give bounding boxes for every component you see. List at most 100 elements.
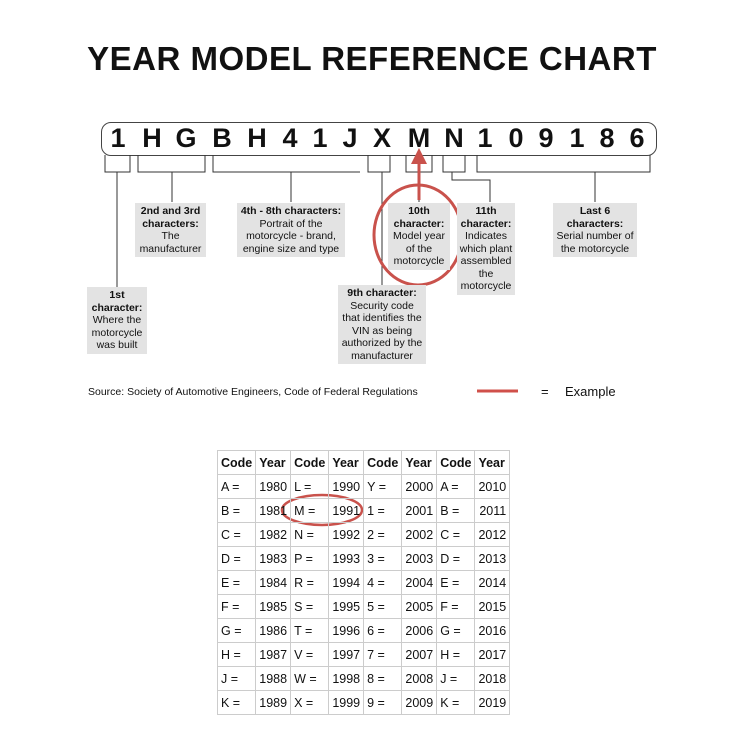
vin-box: [101, 122, 657, 156]
year-cell: 1999: [328, 690, 365, 715]
year-cell: 1982: [255, 522, 292, 547]
label-second-third: 2nd and 3rd characters: The manufacturer: [135, 203, 206, 257]
year-cell: 1986: [255, 618, 292, 643]
vin-char: B: [212, 123, 232, 153]
bracket-eleventh: [442, 155, 491, 202]
year-cell: 2017: [474, 642, 511, 667]
table-row: E = 1984 R = 1994 4 = 2004 E = 2014: [216, 570, 511, 595]
code-cell: L =: [290, 474, 330, 499]
source-note: Source: Society of Automotive Engineers,…: [88, 386, 418, 398]
page-title: YEAR MODEL REFERENCE CHART: [87, 40, 657, 77]
year-cell: 2005: [401, 594, 438, 619]
vin-char: 0: [508, 123, 524, 153]
code-cell: X =: [290, 690, 330, 715]
vin-char: 1: [110, 123, 126, 153]
year-cell: 1981: [255, 498, 292, 523]
column-header: Year: [328, 450, 365, 475]
code-cell: 2 =: [363, 522, 403, 547]
code-cell: Y =: [363, 474, 403, 499]
year-cell: 2009: [401, 690, 438, 715]
year-cell: 2012: [474, 522, 511, 547]
code-cell: F =: [436, 594, 476, 619]
year-cell: 1992: [328, 522, 365, 547]
code-cell: K =: [216, 690, 257, 715]
bracket-fourth-eighth: [212, 155, 360, 202]
year-cell: 2011: [474, 498, 511, 523]
code-cell: 7 =: [363, 642, 403, 667]
year-cell: 1980: [255, 474, 292, 499]
code-cell: 3 =: [363, 546, 403, 571]
vin-char: 8: [599, 123, 615, 153]
code-cell: A =: [216, 474, 257, 499]
code-cell: F =: [216, 594, 257, 619]
year-cell: 1995: [328, 594, 365, 619]
year-cell: 2019: [474, 690, 511, 715]
code-cell: C =: [436, 522, 476, 547]
vin-char: H: [142, 123, 162, 153]
label-fourth-eighth: 4th - 8th characters: Portrait of the mot…: [237, 203, 345, 257]
year-cell: 2002: [401, 522, 438, 547]
label-ninth: 9th character: Security code that identif…: [338, 285, 426, 364]
year-cell: 2016: [474, 618, 511, 643]
code-cell: G =: [216, 618, 257, 643]
vin-char: 4: [282, 123, 298, 153]
year-cell: 1990: [328, 474, 365, 499]
code-cell: T =: [290, 618, 330, 643]
table-row: F = 1985 S = 1995 5 = 2005 F = 2015: [216, 594, 511, 619]
vin-char: H: [247, 123, 267, 153]
table-row: G = 1986 T = 1996 6 = 2006 G = 2016: [216, 618, 511, 643]
code-cell: P =: [290, 546, 330, 571]
column-header: Code: [290, 450, 330, 475]
vin-char: X: [372, 123, 391, 153]
year-cell: 2013: [474, 546, 511, 571]
bracket-last6: [476, 155, 651, 202]
arrow-head-icon: [411, 148, 427, 164]
vin-char: M: [407, 123, 431, 153]
table-row: K = 1989 X = 1999 9 = 2009 K = 2019: [216, 690, 511, 715]
code-cell: W =: [290, 666, 330, 691]
label-first: 1st character: Where the motorcycle was b…: [87, 287, 147, 354]
column-header: Code: [216, 450, 257, 475]
code-cell: D =: [216, 546, 257, 571]
year-cell: 1993: [328, 546, 365, 571]
year-cell: 1988: [255, 666, 292, 691]
year-cell: 2014: [474, 570, 511, 595]
code-cell: G =: [436, 618, 476, 643]
year-cell: 1991: [328, 498, 365, 523]
code-cell: N =: [290, 522, 330, 547]
code-cell: H =: [216, 642, 257, 667]
year-cell: 1994: [328, 570, 365, 595]
year-cell: 2004: [401, 570, 438, 595]
year-cell: 1984: [255, 570, 292, 595]
code-cell: D =: [436, 546, 476, 571]
year-cell: 2018: [474, 666, 511, 691]
table-row: J = 1988 W = 1998 8 = 2008 J = 2018: [216, 666, 511, 691]
code-cell: 4 =: [363, 570, 403, 595]
table-row: D = 1983 P = 1993 3 = 2003 D = 2013: [216, 546, 511, 571]
legend-label: Example: [565, 384, 616, 399]
code-cell: C =: [216, 522, 257, 547]
code-cell: S =: [290, 594, 330, 619]
code-cell: A =: [436, 474, 476, 499]
code-cell: J =: [216, 666, 257, 691]
table-row: C = 1982 N = 1992 2 = 2002 C = 2012: [216, 522, 511, 547]
bracket-ninth: [367, 155, 391, 285]
year-cell: 2015: [474, 594, 511, 619]
vin-char: N: [444, 123, 464, 153]
code-cell: B =: [436, 498, 476, 523]
year-cell: 2006: [401, 618, 438, 643]
legend-equals: =: [541, 384, 549, 399]
vin-char: 6: [629, 123, 645, 153]
code-cell: J =: [436, 666, 476, 691]
code-cell: R =: [290, 570, 330, 595]
label-eleventh: 11th character: Indicates which plant ass…: [457, 203, 515, 295]
code-cell: E =: [216, 570, 257, 595]
year-cell: 2010: [474, 474, 511, 499]
vin-char: 9: [538, 123, 554, 153]
table-row: H = 1987 V = 1997 7 = 2007 H = 2017: [216, 642, 511, 667]
code-cell: V =: [290, 642, 330, 667]
year-cell: 1987: [255, 642, 292, 667]
column-header: Year: [255, 450, 292, 475]
year-cell: 2000: [401, 474, 438, 499]
code-cell: M =: [290, 498, 330, 523]
